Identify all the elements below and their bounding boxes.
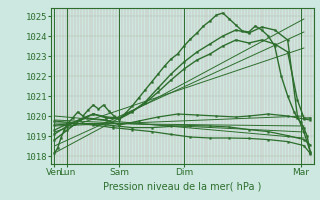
X-axis label: Pression niveau de la mer( hPa ): Pression niveau de la mer( hPa )	[103, 181, 261, 191]
